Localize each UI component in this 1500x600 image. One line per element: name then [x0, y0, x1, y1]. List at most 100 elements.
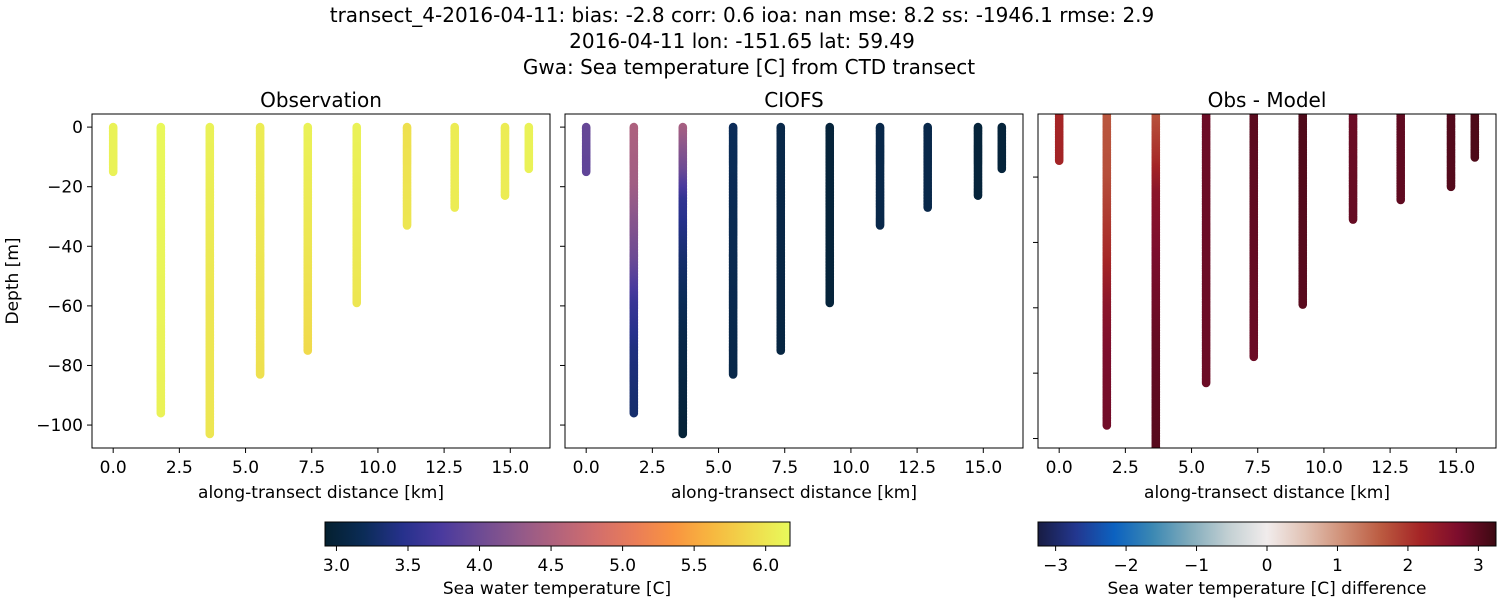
panel-title: Observation	[260, 88, 382, 112]
data-point	[973, 191, 983, 200]
data-point	[524, 164, 534, 174]
data-point	[678, 429, 688, 439]
y-tick-label: −60	[47, 297, 83, 317]
colorbar-tick-label: 3.5	[394, 556, 421, 576]
data-point	[205, 429, 215, 439]
x-tick-label: 15.0	[1437, 458, 1475, 478]
data-point	[1470, 153, 1480, 162]
data-point	[1348, 215, 1358, 224]
x-tick-label: 5.0	[232, 458, 259, 478]
figure-title-line-3: Gwa: Sea temperature [C] from CTD transe…	[523, 55, 975, 79]
panel-observation: Observation along-transect distance [km]…	[3, 88, 444, 503]
colorbar-temperature: Sea water temperature [C]	[443, 579, 671, 599]
data-point	[1396, 195, 1405, 205]
axes-frame	[91, 113, 551, 449]
data-point	[923, 203, 932, 212]
panel-title: CIOFS	[764, 88, 823, 112]
x-tick-label: 5.0	[1178, 458, 1205, 478]
data-point	[303, 346, 313, 355]
scatter-points	[581, 122, 1007, 439]
x-axis-label: along-transect distance [km]	[198, 483, 444, 503]
x-tick-label: 7.5	[1244, 458, 1271, 478]
x-tick-label: 12.5	[898, 458, 936, 478]
colorbar-tick-label: −1	[1184, 556, 1209, 576]
colorbar-tick-label: −3	[1043, 556, 1068, 576]
colorbar-tick-label: −2	[1114, 556, 1139, 576]
x-tick-label: 0.0	[1046, 458, 1073, 478]
y-tick-label: −80	[47, 356, 83, 376]
data-point	[1249, 352, 1259, 362]
y-tick-label: 0	[72, 118, 83, 138]
data-point	[581, 167, 591, 177]
colorbar-1: −3 −2 −1 0 1 2 3	[1037, 521, 1497, 576]
x-tick-label: 5.0	[705, 458, 732, 478]
x-tick-label: 2.5	[1112, 458, 1139, 478]
data-point	[629, 408, 639, 418]
x-tick-label: 0.0	[100, 458, 127, 478]
data-point	[1446, 182, 1456, 192]
axes-frame	[564, 113, 1024, 449]
colorbar-0: 3.0 3.5 4.0 4.5 5.0 5.5 6.0	[323, 521, 791, 576]
data-point	[352, 298, 362, 308]
colorbar-label: Sea water temperature [C] difference	[1107, 579, 1426, 599]
figure-title-line-2: 2016-04-11 lon: -151.65 lat: 59.49	[569, 29, 915, 53]
data-point	[1151, 444, 1161, 448]
x-tick-label: 12.5	[1371, 458, 1409, 478]
plot-area: 0.0 2.5 5.0 7.5 10.0 12.5 15.0 0 −20 −40 −60 −80 −10…	[36, 113, 551, 478]
x-tick-label: 2.5	[166, 458, 193, 478]
colorbar-tick-label: 2	[1403, 556, 1414, 576]
x-tick-label: 10.0	[1305, 458, 1343, 478]
colorbar-tick-label: 6.0	[752, 556, 779, 576]
data-point	[402, 221, 412, 230]
y-tick-label: −20	[47, 178, 83, 198]
x-tick-label: 15.0	[964, 458, 1002, 478]
colorbar-tick-label: 5.5	[681, 556, 708, 576]
colorbar-tick-label: 3	[1473, 556, 1484, 576]
y-tick-label: −40	[47, 237, 83, 257]
axes-frame	[1037, 113, 1497, 449]
scatter-points	[1054, 114, 1480, 448]
x-axis-label: along-transect distance [km]	[1144, 483, 1390, 503]
data-point	[776, 346, 786, 355]
colorbar-label: Sea water temperature [C]	[443, 579, 671, 599]
data-point	[875, 221, 885, 230]
panel-title: Obs - Model	[1208, 88, 1327, 112]
colorbar-gradient	[1037, 521, 1497, 547]
colorbar-tick-label: 1	[1332, 556, 1343, 576]
plot-area: 0.0 2.5 5.0 7.5 10.0 12.5 15.0	[560, 113, 1024, 478]
colorbar-gradient	[324, 521, 791, 547]
data-point	[997, 164, 1007, 174]
colorbar-tick-label: 3.0	[323, 556, 350, 576]
data-point	[255, 370, 265, 379]
x-tick-label: 15.0	[491, 458, 529, 478]
data-point	[1201, 378, 1211, 388]
x-axis-label: along-transect distance [km]	[671, 483, 917, 503]
x-tick-label: 7.5	[298, 458, 325, 478]
colorbar-difference: Sea water temperature [C] difference	[1107, 579, 1426, 599]
x-tick-label: 7.5	[771, 458, 798, 478]
x-tick-label: 12.5	[425, 458, 463, 478]
x-tick-label: 2.5	[639, 458, 666, 478]
data-point	[450, 203, 459, 212]
colorbar-tick-label: 4.5	[538, 556, 565, 576]
data-point	[500, 191, 510, 200]
data-point	[1298, 300, 1308, 309]
data-point	[1054, 156, 1064, 166]
x-tick-label: 10.0	[359, 458, 397, 478]
data-point	[156, 408, 166, 418]
colorbar-tick-label: 0	[1262, 556, 1273, 576]
figure-title-line-1: transect_4-2016-04-11: bias: -2.8 corr: …	[330, 3, 1155, 27]
colorbar-tick-label: 5.0	[609, 556, 636, 576]
data-point	[108, 167, 118, 177]
panel-ciofs: CIOFS along-transect distance [km]	[671, 88, 917, 503]
data-point	[728, 370, 738, 379]
y-tick-label: −100	[36, 416, 83, 436]
x-tick-label: 0.0	[573, 458, 600, 478]
colorbar-tick-label: 4.0	[466, 556, 493, 576]
data-point	[825, 298, 835, 308]
x-tick-label: 10.0	[832, 458, 870, 478]
y-axis-label: Depth [m]	[3, 237, 23, 324]
panel-obs-minus-model: Obs - Model along-transect distance [km]	[1144, 88, 1390, 503]
plot-area: 0.0 2.5 5.0 7.5 10.0 12.5 15.0	[1033, 113, 1497, 478]
